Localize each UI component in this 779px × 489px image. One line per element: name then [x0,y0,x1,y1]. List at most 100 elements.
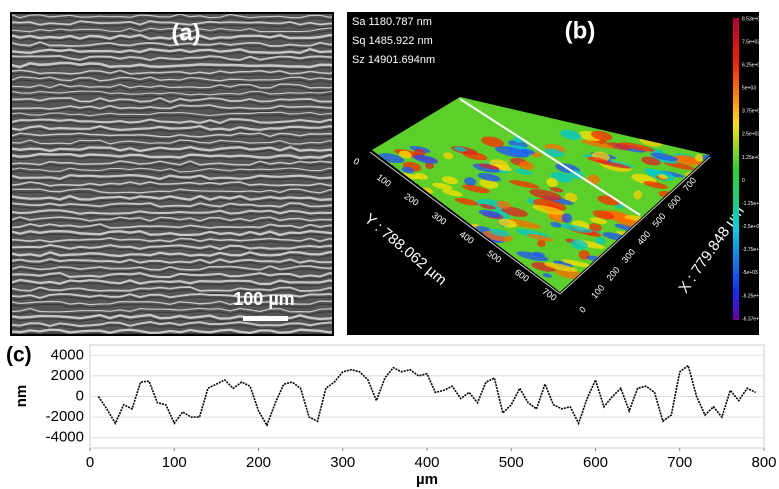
surface-blob [587,174,601,185]
fiber-shadow [12,303,332,309]
surface-blob [477,172,501,182]
surface-blob [542,273,552,278]
surface-blob [496,200,511,209]
surface-blob [546,177,558,187]
panel-label: (a) [171,19,200,46]
surface-blob [773,229,779,236]
colorbar-label: -1.25e+03 [742,201,765,207]
colorbar-label: -6.25e+03 [742,293,765,299]
fiber-shadow [12,240,332,246]
surface-blob [773,215,779,228]
fiber-shadow [12,219,332,225]
fiber-shadow [23,332,325,334]
surface-blob [615,203,624,209]
fiber-shadow [12,254,332,260]
fiber [12,104,332,110]
fiber-shadow [12,135,332,141]
surface-blob [591,130,613,141]
surface-blob [401,166,415,174]
surface-blob [606,142,631,151]
surface-blob [544,148,565,158]
surface-blob [515,168,532,175]
colorbar-label: -5e+03 [742,270,758,276]
surface-blob [544,262,578,272]
fiber [12,173,332,181]
surface-blob [587,156,609,164]
fiber [12,124,332,132]
y-axis-tick-label: 0 [351,156,361,167]
fiber-shadow [12,58,332,64]
surface-blob [643,181,669,189]
fiber-shadow [12,156,332,162]
surface-blob [589,217,608,225]
fiber-shadow [12,184,332,190]
fiber-shadow [12,212,332,218]
surface-blob [570,239,588,250]
x-tick-label: 100 [162,454,187,471]
fiber-shadow [12,268,332,274]
fiber [12,61,332,69]
fiber [12,300,332,306]
surface-blob [453,146,467,152]
surface-blob [758,232,779,246]
fiber-shadow [12,247,332,253]
fiber-shadow [12,93,332,99]
fiber [12,209,332,215]
fiber-shadow [12,226,332,232]
fiber [12,20,332,26]
fiber-shadow [12,282,332,288]
surface-blob [592,210,615,220]
fiber-shadow [12,72,332,78]
surface-blob [441,176,459,185]
fiber [12,118,332,125]
surface-blob [595,237,606,245]
fiber-shadow [12,170,332,176]
colorbar-label: 6.25e+03 [742,62,763,68]
surface-blob [464,177,477,186]
colorbar-label: 8.53e+03 [742,16,763,22]
fiber [12,33,332,41]
fiber-shadow [12,142,332,148]
surface-blob [531,262,557,272]
colorbar-label: -6.37e+03 [742,316,765,322]
fiber [12,152,332,160]
fiber [12,27,332,33]
scale-bar [243,316,288,321]
surface-blob [527,234,554,242]
surface-blob [497,218,518,228]
fiber [12,188,332,194]
fiber-shadow [12,44,332,50]
fiber-shadow [12,16,332,22]
surface-blob [675,155,701,164]
fiber [12,83,332,89]
surface-blob [560,129,582,140]
fiber-shadow [12,149,332,155]
surface-blob [475,225,491,232]
surface-blob [494,146,530,158]
surface-blob [425,162,434,169]
stat: Sa 1180.787 nm [352,16,432,28]
x-tick-label: 600 [583,454,608,471]
x-tick-label: 0 [86,454,94,471]
fiber-shadow [12,121,332,127]
y-tick-label: -4000 [46,429,84,446]
fiber [12,139,332,145]
surface-blob [549,187,564,193]
fiber [12,229,332,237]
fiber [12,90,332,96]
surface-blob [650,152,678,162]
panel-label: (c) [6,344,32,367]
x-tick-label: 300 [330,454,355,471]
fiber [12,265,332,271]
fiber-shadow [12,23,332,29]
fiber-shadow [12,310,332,316]
fiber [12,216,332,222]
fiber-shadow [12,177,332,183]
fiber [12,160,332,166]
fiber-shadow [12,296,332,302]
surface-blob [414,148,426,157]
surface-blob [533,251,545,257]
fiber [12,271,332,278]
